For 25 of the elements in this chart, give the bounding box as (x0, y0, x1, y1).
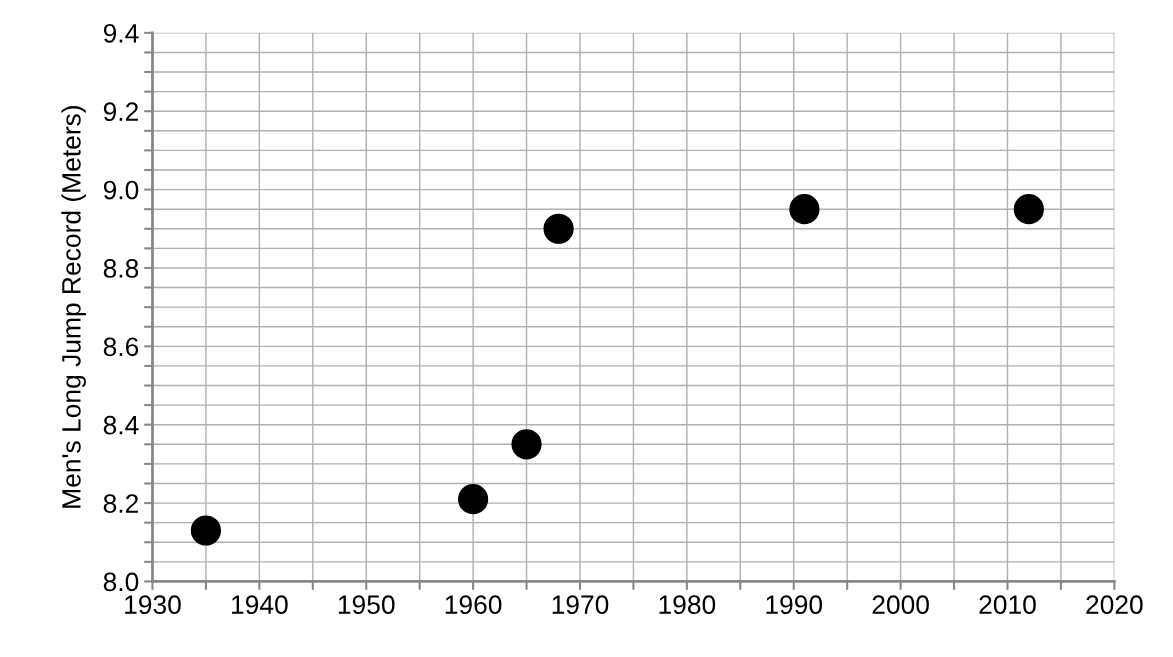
point (190, 515, 222, 546)
y-tick-label: 8.4 (103, 415, 139, 435)
x-tick-label: 2000 (872, 595, 929, 615)
point (458, 484, 489, 515)
x-tick-label: 2020 (1086, 595, 1143, 615)
x-tick-label: 2010 (979, 595, 1036, 615)
y-tick-label: 9.0 (103, 180, 139, 200)
y-axis-title: Men's Long Jump Record (Meters) (61, 106, 86, 508)
x-tick-label: 1950 (338, 595, 395, 615)
x-tick-label: 1990 (766, 595, 823, 615)
y-tick-label: 9.2 (103, 102, 138, 122)
x-tick-label: 1960 (445, 595, 502, 615)
x-tick-label: 1980 (659, 595, 716, 615)
x-tick-label: 1940 (232, 595, 288, 615)
y-tick-label: 8.6 (103, 337, 139, 357)
y-tick-label: 9.4 (103, 23, 139, 43)
point (511, 429, 542, 460)
y-tick-label: 8.8 (103, 259, 139, 278)
y-tick-label: 8.2 (103, 494, 138, 513)
x-tick-label: 1970 (552, 595, 609, 615)
y-tick-label: 8.0 (103, 572, 139, 592)
point (1013, 194, 1044, 225)
point (543, 213, 574, 244)
x-tick-label: 1930 (125, 595, 181, 615)
point (789, 194, 820, 225)
